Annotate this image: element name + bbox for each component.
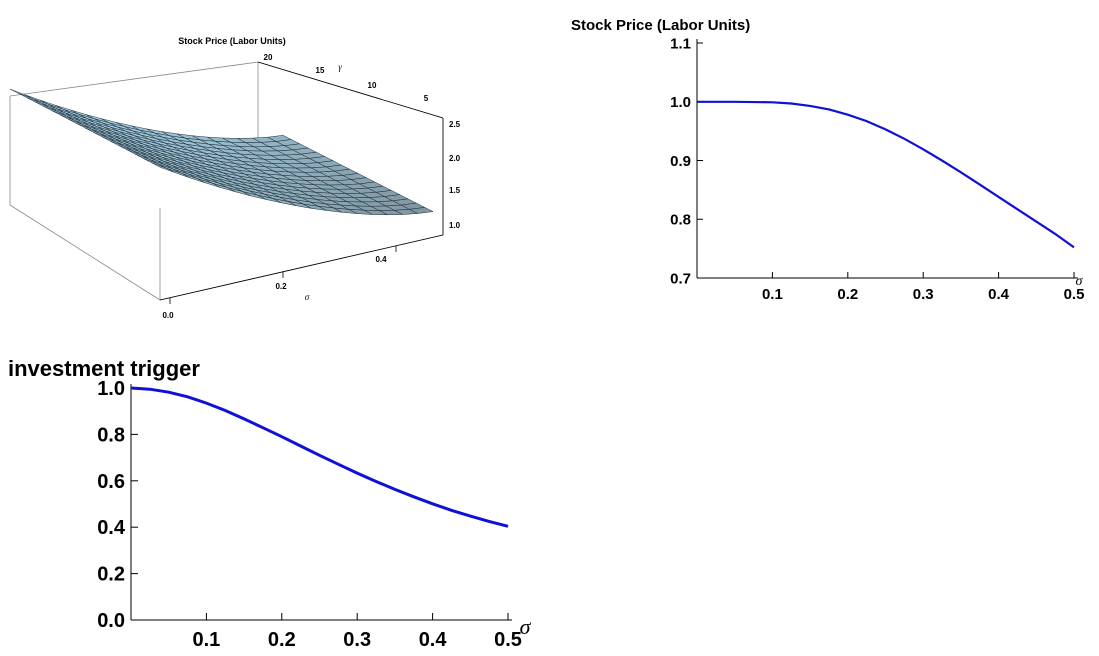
chart2-x-tick-3: 0.4 xyxy=(419,629,448,651)
surface-y-axis: 20 15 10 5 γ xyxy=(257,53,444,119)
surface-plot: Stock Price (Labor Units) 0.0 0.2 0.4 σ xyxy=(9,36,461,320)
chart2-x-tick-0: 0.1 xyxy=(192,629,220,651)
chart2-y-tick-1: 0.2 xyxy=(97,564,125,586)
chart2-y-tick-5: 1.0 xyxy=(97,378,125,400)
stock-price-title: Stock Price (Labor Units) xyxy=(571,17,750,34)
surface-x-axis: 0.0 0.2 0.4 σ xyxy=(159,234,444,320)
chart2-y-tick-0: 0.0 xyxy=(97,610,125,632)
box-edge-back-top xyxy=(9,61,259,97)
chart1-y-tick-2: 0.9 xyxy=(670,153,691,170)
chart2-axes: 0.0 0.2 0.4 0.6 0.8 1.0 0.1 0.2 0.3 0.4 0.5 xyxy=(97,378,522,651)
stock-price-line-chart: Stock Price (Labor Units) 0.7 0.8 0.9 1.0 1.… xyxy=(571,17,1084,303)
surface-z-tick-1: 2.0 xyxy=(449,154,461,163)
surface-mesh xyxy=(9,88,434,216)
chart1-x-tick-3: 0.4 xyxy=(988,286,1010,303)
surface-z-axis: 2.5 2.0 1.5 1.0 xyxy=(442,118,461,235)
chart1-y-tick-1: 0.8 xyxy=(670,212,691,229)
surface-x-tick-1: 0.2 xyxy=(275,282,287,291)
chart1-axes: 0.7 0.8 0.9 1.0 1.1 0.1 0.2 0.3 0.4 0.5 xyxy=(670,35,1084,303)
chart1-y-tick-4: 1.1 xyxy=(670,35,691,52)
surface-z-tick-0: 2.5 xyxy=(449,120,461,129)
chart2-y-tick-2: 0.4 xyxy=(97,517,126,539)
surface-y-label: γ xyxy=(338,62,342,72)
chart1-x-label: σ xyxy=(1076,274,1084,289)
chart2-x-label: σ xyxy=(520,614,532,639)
box-edge-left-bottom xyxy=(9,204,161,301)
chart1-y-tick-0: 0.7 xyxy=(670,270,691,287)
chart1-series-line xyxy=(697,100,1075,249)
chart2-y-tick-3: 0.6 xyxy=(97,471,125,493)
chart2-x-tick-4: 0.5 xyxy=(494,629,522,651)
chart2-x-tick-2: 0.3 xyxy=(343,629,371,651)
surface-z-tick-3: 1.0 xyxy=(449,221,461,230)
surface-x-label: σ xyxy=(305,292,310,302)
surface-title: Stock Price (Labor Units) xyxy=(178,36,286,46)
surface-x-tick-2: 0.4 xyxy=(375,255,387,264)
chart1-y-tick-3: 1.0 xyxy=(670,94,691,111)
surface-patch-323 xyxy=(408,207,434,214)
surface-y-tick-2: 10 xyxy=(368,81,377,90)
surface-y-tick-0: 20 xyxy=(264,53,273,62)
chart2-series-line xyxy=(130,386,509,528)
investment-trigger-line-chart: investment trigger 0.0 0.2 0.4 0.6 0.8 1.0 0.1… xyxy=(8,356,532,651)
chart2-x-tick-1: 0.2 xyxy=(268,629,296,651)
surface-z-tick-2: 1.5 xyxy=(449,186,461,195)
chart1-x-tick-0: 0.1 xyxy=(762,286,783,303)
surface-y-tick-1: 15 xyxy=(316,66,325,75)
surface-y-tick-3: 5 xyxy=(424,94,429,103)
chart2-y-tick-4: 0.8 xyxy=(97,424,125,446)
chart1-x-tick-1: 0.2 xyxy=(837,286,858,303)
investment-trigger-title: investment trigger xyxy=(8,356,200,381)
chart1-x-tick-2: 0.3 xyxy=(913,286,934,303)
surface-x-tick-0: 0.0 xyxy=(162,311,174,320)
chart1-x-tick-4: 0.5 xyxy=(1064,286,1085,303)
